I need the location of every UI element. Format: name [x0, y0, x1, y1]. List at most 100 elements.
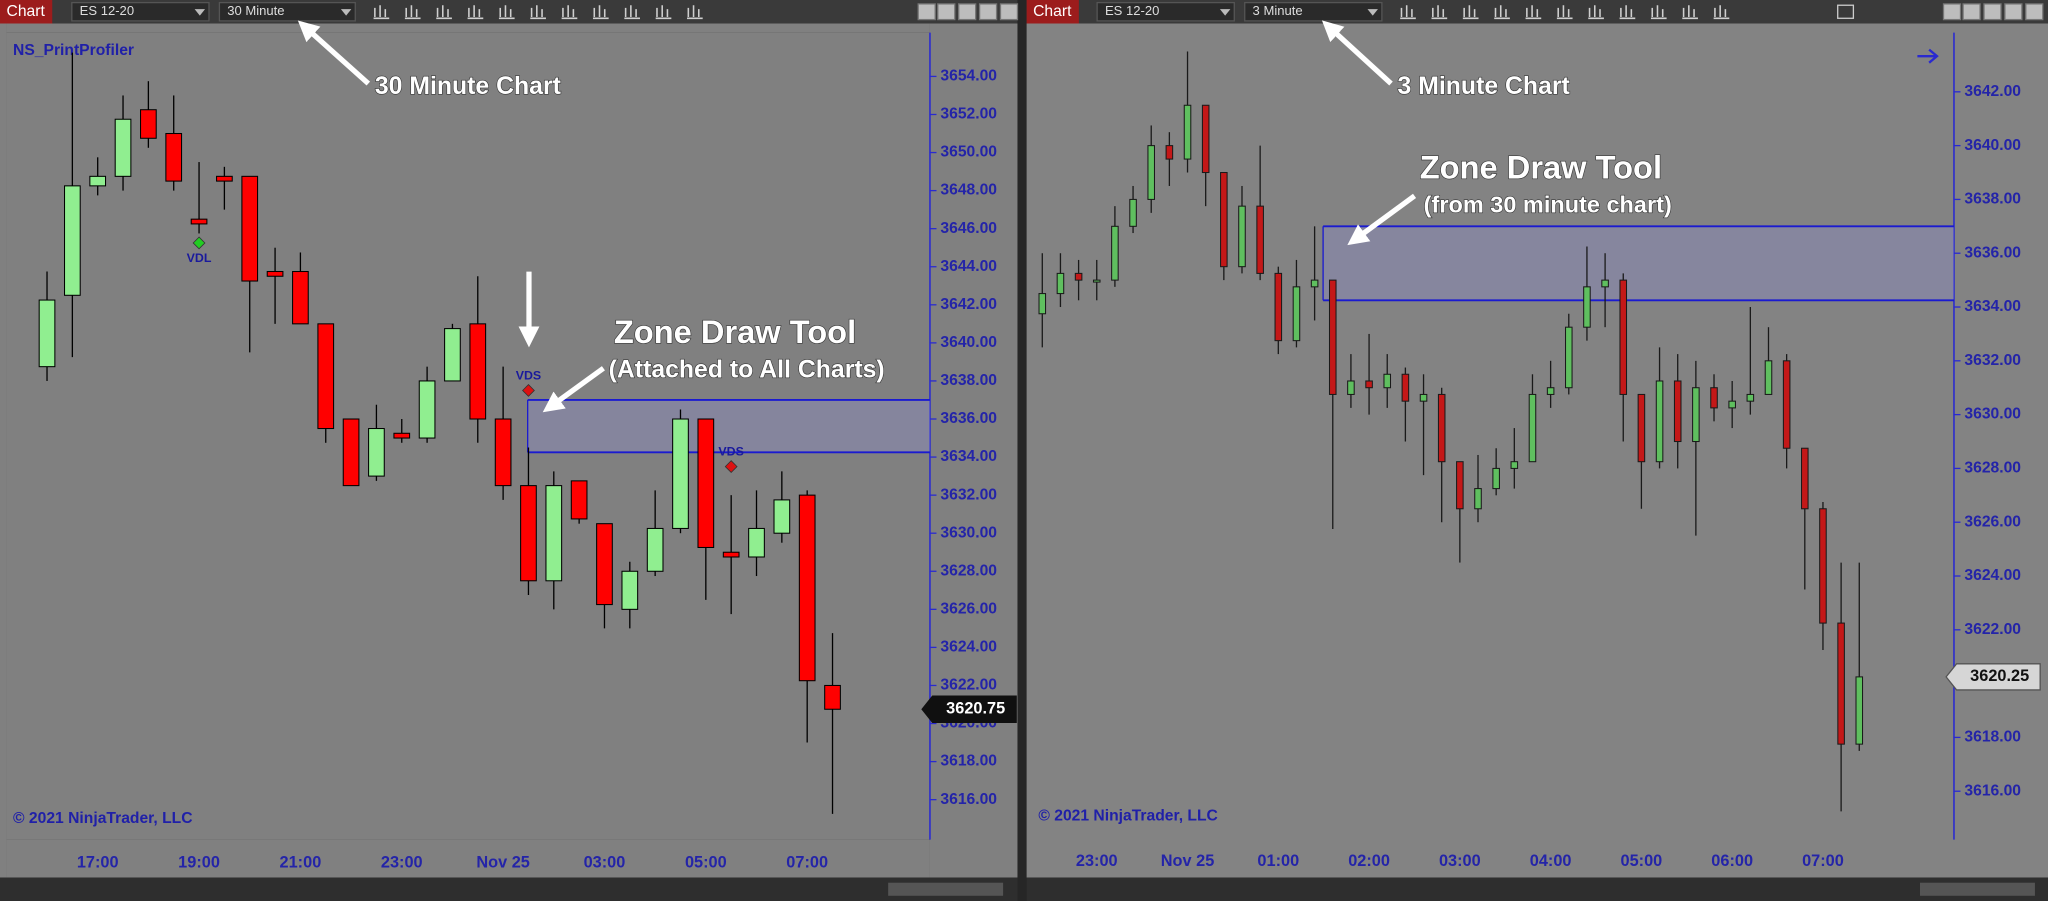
candle-body: [342, 418, 360, 487]
window-button[interactable]: [1983, 3, 2002, 21]
toolbar-icon[interactable]: [1400, 5, 1416, 20]
window-button[interactable]: [2004, 3, 2023, 21]
window-button[interactable]: [999, 3, 1019, 21]
price-axis: [929, 23, 1018, 878]
x-tick-label: 02:00: [1348, 852, 1390, 870]
toolbar-icon[interactable]: [561, 5, 578, 20]
y-tick-label: 3616.00: [1964, 782, 2021, 799]
scroll-thumb[interactable]: [888, 882, 1004, 896]
signal-label: VDL: [187, 251, 212, 265]
candle-body: [1673, 380, 1682, 443]
toolbar-icon[interactable]: [1525, 5, 1542, 20]
toolbar-icon[interactable]: [373, 5, 390, 20]
window-button[interactable]: [2025, 3, 2044, 21]
toolbar-icon[interactable]: [1494, 5, 1510, 20]
instrument-label: ES 12-20: [80, 3, 134, 18]
candle-body: [672, 418, 689, 529]
annotation: (from 30 minute chart): [1424, 192, 1672, 218]
last-price-label: 3620.75: [946, 700, 1005, 718]
candle-body: [418, 380, 436, 439]
candle-body: [292, 270, 309, 325]
chart-tab[interactable]: [0, 0, 53, 24]
toolbar-icon[interactable]: [1462, 5, 1479, 20]
chart-tab[interactable]: [1026, 0, 1079, 24]
candle-body: [1692, 387, 1700, 443]
toolbar-icon[interactable]: [1650, 5, 1667, 20]
toolbar-icon[interactable]: [1619, 5, 1636, 20]
toolbar-icon[interactable]: [436, 5, 452, 20]
toolbar-icon[interactable]: [1588, 5, 1604, 20]
window-left: Chart ES 12-20 30 Minute 3616.00 3618.00 3…: [0, 0, 1018, 901]
plot-area: [6, 32, 930, 840]
interval-dropdown[interactable]: [218, 1, 356, 22]
y-tick-label: 3650.00: [940, 144, 997, 161]
y-tick-label: 3626.00: [1964, 513, 2021, 530]
instrument-dropdown[interactable]: [1096, 1, 1235, 22]
last-price-tag: [1945, 663, 2041, 691]
window-button[interactable]: [1942, 3, 1962, 21]
candle-body: [1819, 508, 1827, 624]
candle-body: [494, 418, 512, 487]
window-button[interactable]: [917, 3, 936, 21]
toolbar-icon[interactable]: [592, 5, 609, 20]
toolbar-icon[interactable]: [498, 5, 515, 20]
window-button[interactable]: [958, 3, 977, 21]
y-tick-label: 3632.00: [940, 486, 997, 503]
candle-body: [1401, 373, 1410, 402]
y-tick-label: 3618.00: [1964, 729, 2021, 746]
scrollbar[interactable]: [1026, 877, 2048, 901]
toolbar-icon[interactable]: [1431, 5, 1448, 20]
toolbar-icon[interactable]: [655, 5, 672, 20]
toolbar-icon[interactable]: [1837, 4, 1855, 19]
candle-body: [64, 185, 81, 296]
toolbar-icon[interactable]: [624, 5, 640, 20]
candle-body: [1546, 387, 1555, 395]
candle-body: [1292, 286, 1301, 342]
window-button[interactable]: [1962, 3, 1981, 21]
toolbar-icon[interactable]: [1556, 5, 1573, 20]
toolbar-icon[interactable]: [687, 5, 703, 20]
candle-body: [1510, 461, 1519, 469]
signal-label: VDS: [516, 368, 541, 382]
frame: [0, 23, 7, 878]
x-tick-label: 19:00: [178, 853, 220, 871]
candle-body: [1782, 360, 1791, 449]
candle-body: [1310, 279, 1319, 288]
candle-body: [722, 551, 740, 558]
scroll-thumb[interactable]: [1920, 882, 2035, 896]
interval-label: 30 Minute: [227, 3, 284, 18]
annotations: 30 Minute Chart Zone Draw Tool (Attached…: [297, 20, 1672, 413]
chart-left: 3616.003618.003620.003622.003624.003626.…: [13, 42, 1017, 871]
toolbar-icon[interactable]: [1682, 5, 1698, 20]
scrollbar[interactable]: [0, 877, 1018, 901]
candle-body: [1564, 326, 1573, 389]
scroll-to-end-icon[interactable]: [1917, 48, 1939, 64]
y-tick-label: 3632.00: [1964, 352, 2021, 369]
y-tick-label: 3616.00: [940, 791, 997, 808]
window-button[interactable]: [937, 3, 956, 21]
arrow: [1347, 193, 1417, 246]
candle-body: [114, 118, 132, 177]
instrument-dropdown[interactable]: [71, 1, 210, 22]
toolbar-icon[interactable]: [1713, 5, 1730, 20]
x-tick-label: Nov 25: [1161, 852, 1215, 870]
toolbar-icon[interactable]: [467, 5, 484, 20]
toolbar-buttons: [373, 3, 2044, 21]
annotation: 30 Minute Chart: [375, 73, 561, 100]
candle-body: [1528, 393, 1537, 463]
x-tick-label: Nov 25: [476, 853, 530, 871]
candle-body: [1129, 198, 1137, 227]
toolbar-icon[interactable]: [404, 5, 421, 20]
y-tick-label: 3642.00: [940, 296, 997, 313]
x-tick-label: 01:00: [1257, 852, 1299, 870]
window-button[interactable]: [978, 3, 998, 21]
last-price-label: 3620.25: [1970, 667, 2029, 685]
x-tick-label: 23:00: [381, 853, 423, 871]
time-axis: [6, 839, 930, 878]
interval-dropdown[interactable]: [1244, 1, 1383, 22]
x-tick-label: 17:00: [77, 853, 119, 871]
y-tick-label: 3646.00: [940, 220, 997, 237]
dropdown-arrow: [1367, 9, 1378, 16]
toolbar-icon[interactable]: [530, 5, 546, 20]
